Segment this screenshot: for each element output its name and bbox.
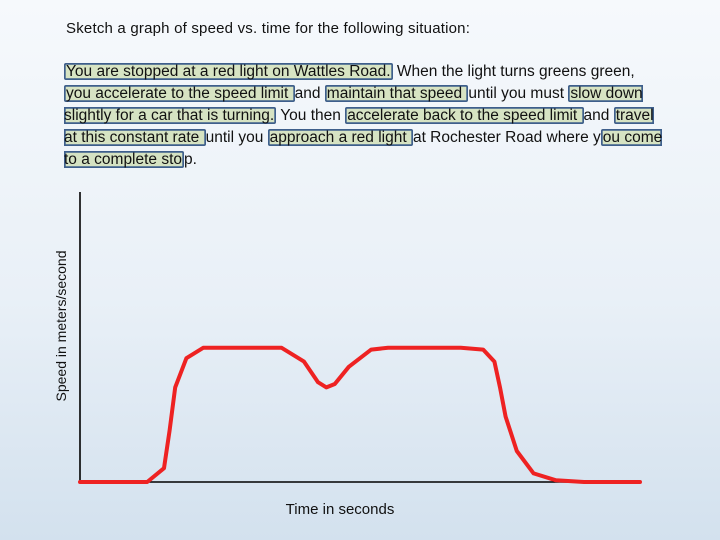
prompt-text: until you	[205, 129, 268, 146]
situation-prompt: You are stopped at a red light on Wattle…	[64, 61, 664, 171]
prompt-text: and	[583, 107, 614, 124]
highlighted-phrase: accelerate back to the speed limit	[345, 107, 584, 124]
prompt-text: at Rochester Road where y	[412, 129, 601, 146]
x-axis-label: Time in seconds	[285, 501, 395, 518]
highlighted-phrase: approach a red light	[267, 129, 413, 146]
prompt-text: When the light turns greens green,	[392, 63, 635, 80]
prompt-text: p.	[184, 151, 197, 168]
speed-curve	[78, 345, 642, 484]
prompt-text: and	[294, 85, 325, 102]
prompt-text: You then	[276, 107, 346, 124]
highlighted-phrase: You are stopped at a red light on Wattle…	[64, 63, 393, 80]
highlighted-phrase: you accelerate to the speed limit	[64, 85, 295, 102]
y-axis-label: Speed in meters/second	[53, 250, 69, 402]
highlighted-phrase: maintain that speed	[324, 85, 469, 102]
prompt-text: until you must	[468, 85, 569, 102]
slide-title: Sketch a graph of speed vs. time for the…	[66, 20, 471, 37]
